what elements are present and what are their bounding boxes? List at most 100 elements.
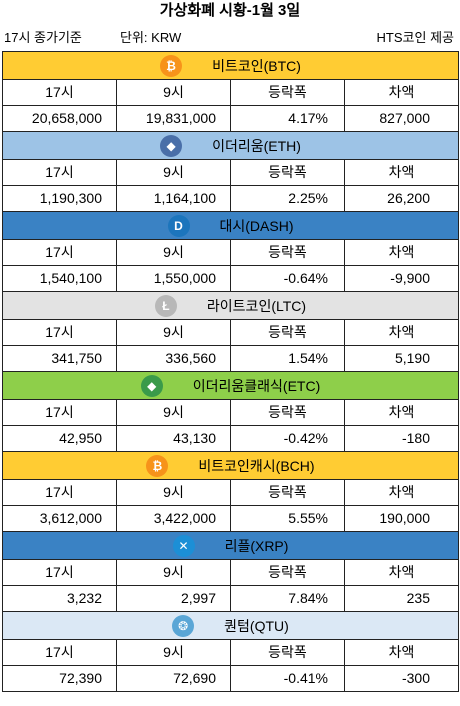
column-label: 등락폭: [231, 480, 345, 506]
column-label: 17시: [3, 80, 117, 106]
column-label: 17시: [3, 560, 117, 586]
column-label: 9시: [117, 400, 231, 426]
coin-header: Ł 라이트코인(LTC): [3, 292, 459, 320]
value-cell: -300: [345, 666, 459, 692]
column-label: 17시: [3, 480, 117, 506]
column-header-row: 17시 9시 등락폭 차액: [3, 240, 459, 266]
value-cell: 1,164,100: [117, 186, 231, 212]
value-cell: -0.42%: [231, 426, 345, 452]
value-cell: 26,200: [345, 186, 459, 212]
value-cell: 2.25%: [231, 186, 345, 212]
value-cell: 3,232: [3, 586, 117, 612]
value-cell: 5,190: [345, 346, 459, 372]
coin-name: 비트코인(BTC): [212, 57, 301, 74]
column-label: 17시: [3, 160, 117, 186]
litecoin-icon: Ł: [154, 294, 177, 317]
column-label: 차액: [345, 480, 459, 506]
column-label: 차액: [345, 80, 459, 106]
value-cell: 19,831,000: [117, 106, 231, 132]
value-cell: -0.41%: [231, 666, 345, 692]
coin-block: ◆ 이더리움(ETH) 17시 9시 등락폭 차액 1,190,300 1,164,100 2.…: [3, 132, 459, 212]
column-label: 차액: [345, 160, 459, 186]
column-header-row: 17시 9시 등락폭 차액: [3, 560, 459, 586]
value-cell: 7.84%: [231, 586, 345, 612]
coin-name: 리플(XRP): [224, 537, 289, 554]
ethereum-icon: ◆: [160, 134, 183, 157]
coin-block: D 대시(DASH) 17시 9시 등락폭 차액 1,540,100 1,550,000 -0.…: [3, 212, 459, 292]
column-header-row: 17시 9시 등락폭 차액: [3, 480, 459, 506]
value-cell: 1.54%: [231, 346, 345, 372]
coin-header: ❂ 퀀텀(QTU): [3, 612, 459, 640]
value-cell: 1,550,000: [117, 266, 231, 292]
column-label: 차액: [345, 320, 459, 346]
value-cell: 4.17%: [231, 106, 345, 132]
coin-header: D 대시(DASH): [3, 212, 459, 240]
column-label: 등락폭: [231, 560, 345, 586]
dash-icon: D: [167, 214, 190, 237]
column-label: 17시: [3, 320, 117, 346]
value-row: 20,658,000 19,831,000 4.17% 827,000: [3, 106, 459, 132]
coin-block: ₿ 비트코인캐시(BCH) 17시 9시 등락폭 차액 3,612,000 3,422,000…: [3, 452, 459, 532]
column-label: 9시: [117, 240, 231, 266]
qtum-icon: ❂: [172, 614, 195, 637]
column-label: 17시: [3, 640, 117, 666]
value-cell: 3,422,000: [117, 506, 231, 532]
ethereum-classic-icon: ◆: [140, 374, 163, 397]
value-cell: 1,540,100: [3, 266, 117, 292]
column-label: 차액: [345, 560, 459, 586]
column-label: 등락폭: [231, 160, 345, 186]
column-label: 등락폭: [231, 640, 345, 666]
coin-header: ✕ 리플(XRP): [3, 532, 459, 560]
value-cell: 235: [345, 586, 459, 612]
coin-block: Ł 라이트코인(LTC) 17시 9시 등락폭 차액 341,750 336,560 1.54%…: [3, 292, 459, 372]
value-cell: 5.55%: [231, 506, 345, 532]
column-label: 17시: [3, 400, 117, 426]
value-cell: -9,900: [345, 266, 459, 292]
column-label: 9시: [117, 320, 231, 346]
coin-name: 라이트코인(LTC): [206, 297, 307, 314]
column-label: 차액: [345, 240, 459, 266]
coin-name: 이더리움(ETH): [212, 137, 301, 154]
coin-block: ◆ 이더리움클래식(ETC) 17시 9시 등락폭 차액 42,950 43,130 -0.42…: [3, 372, 459, 452]
value-cell: 827,000: [345, 106, 459, 132]
value-row: 72,390 72,690 -0.41% -300: [3, 666, 459, 692]
column-label: 등락폭: [231, 320, 345, 346]
coin-header: ₿ 비트코인캐시(BCH): [3, 452, 459, 480]
column-label: 9시: [117, 640, 231, 666]
column-label: 차액: [345, 640, 459, 666]
page-title: 가상화폐 시황-1월 3일: [159, 2, 301, 19]
coin-name: 대시(DASH): [219, 217, 294, 234]
value-cell: 341,750: [3, 346, 117, 372]
coin-name: 퀀텀(QTU): [224, 617, 289, 634]
value-cell: 3,612,000: [3, 506, 117, 532]
value-cell: 72,390: [3, 666, 117, 692]
value-row: 1,540,100 1,550,000 -0.64% -9,900: [3, 266, 459, 292]
column-header-row: 17시 9시 등락폭 차액: [3, 160, 459, 186]
coin-block: ✕ 리플(XRP) 17시 9시 등락폭 차액 3,232 2,997 7.84% 235: [3, 532, 459, 612]
column-label: 17시: [3, 240, 117, 266]
value-cell: 43,130: [117, 426, 231, 452]
value-row: 341,750 336,560 1.54% 5,190: [3, 346, 459, 372]
value-cell: 20,658,000: [3, 106, 117, 132]
value-cell: 190,000: [345, 506, 459, 532]
value-cell: 336,560: [117, 346, 231, 372]
value-row: 1,190,300 1,164,100 2.25% 26,200: [3, 186, 459, 212]
column-label: 9시: [117, 560, 231, 586]
coin-header: ◆ 이더리움(ETH): [3, 132, 459, 160]
ripple-icon: ✕: [172, 534, 195, 557]
bitcoin-icon: ₿: [160, 54, 183, 77]
value-cell: -0.64%: [231, 266, 345, 292]
column-label: 차액: [345, 400, 459, 426]
coin-block: ₿ 비트코인(BTC) 17시 9시 등락폭 차액 20,658,000 19,831,000…: [3, 52, 459, 132]
value-row: 42,950 43,130 -0.42% -180: [3, 426, 459, 452]
column-header-row: 17시 9시 등락폭 차액: [3, 320, 459, 346]
column-label: 9시: [117, 160, 231, 186]
basis-note: 17시 종가기준: [4, 30, 82, 45]
column-header-row: 17시 9시 등락폭 차액: [3, 640, 459, 666]
column-header-row: 17시 9시 등락폭 차액: [3, 80, 459, 106]
column-label: 9시: [117, 80, 231, 106]
column-label: 9시: [117, 480, 231, 506]
value-cell: -180: [345, 426, 459, 452]
unit-note: 단위: KRW: [120, 30, 182, 45]
source-note: HTS코인 제공: [376, 30, 454, 45]
